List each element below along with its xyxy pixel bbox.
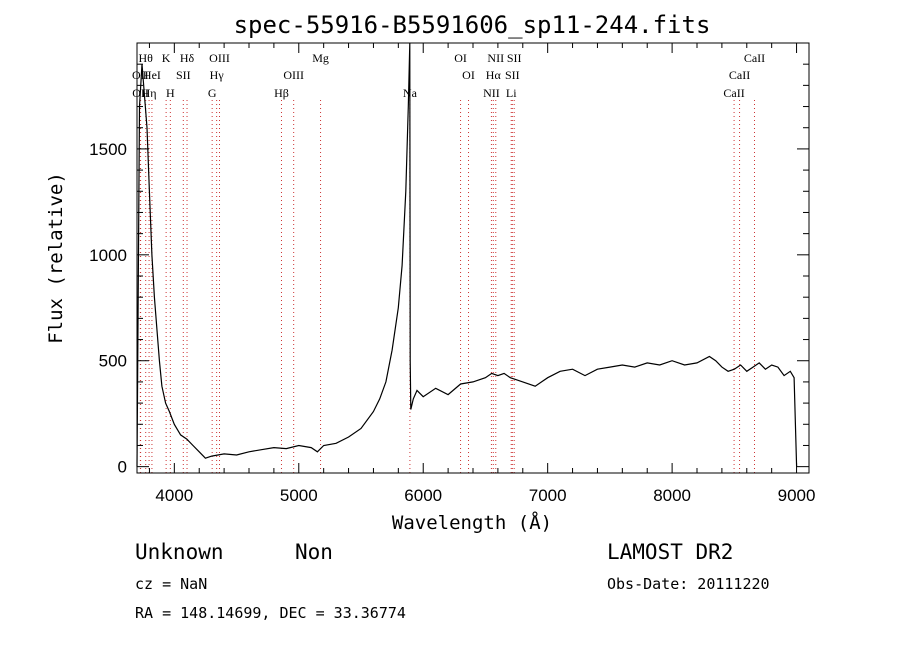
line-label-12: Hβ	[274, 86, 289, 100]
line-label-26: CaII	[744, 51, 765, 65]
line-label-20: NII	[487, 51, 504, 65]
line-label-10: Hγ	[210, 68, 225, 82]
plot-frame	[136, 42, 810, 474]
line-label-19: Hα	[486, 68, 502, 82]
line-label-8: Hδ	[180, 51, 195, 65]
observation-date: Obs-Date: 20111220	[607, 575, 770, 593]
line-label-25: CaII	[729, 68, 750, 82]
spectrum-line	[136, 42, 798, 467]
x-tick-label: 7000	[529, 486, 567, 505]
y-tick-label: 500	[99, 352, 127, 371]
axis-ticks	[137, 43, 809, 473]
line-label-18: NII	[483, 86, 500, 100]
subclass: Non	[295, 540, 333, 564]
x-tick-label: 9000	[778, 486, 816, 505]
line-labels: OIIOIIHθHηHeIKHSIIHδGHγOIIIHβOIIIMgNaOIO…	[132, 51, 765, 100]
line-label-17: OI	[462, 68, 475, 82]
coordinates: RA = 148.14699, DEC = 33.36774	[135, 604, 406, 622]
line-label-11: OIII	[209, 51, 230, 65]
line-label-23: SII	[507, 51, 522, 65]
line-label-5: K	[162, 51, 171, 65]
line-label-9: G	[208, 86, 217, 100]
line-label-16: OI	[454, 51, 467, 65]
line-label-6: H	[166, 86, 175, 100]
x-tick-label: 4000	[155, 486, 193, 505]
x-tick-labels: 4000 5000 6000 7000 8000 9000	[155, 486, 815, 505]
line-label-0: OII	[132, 68, 149, 82]
x-tick-label: 5000	[280, 486, 318, 505]
y-tick-label: 1000	[89, 246, 127, 265]
line-label-7: SII	[176, 68, 191, 82]
line-label-21: Li	[506, 86, 517, 100]
line-label-24: CaII	[723, 86, 744, 100]
survey-name: LAMOST DR2	[607, 540, 733, 564]
line-markers	[139, 100, 755, 473]
x-tick-label: 8000	[653, 486, 691, 505]
line-label-14: Mg	[312, 51, 329, 65]
y-tick-label: 1500	[89, 140, 127, 159]
redshift-cz: cz = NaN	[135, 575, 207, 593]
chart-title: spec-55916-B5591606_sp11-244.fits	[234, 11, 711, 39]
line-label-22: SII	[505, 68, 520, 82]
y-tick-label: 0	[118, 458, 127, 477]
object-class: Unknown	[135, 540, 224, 564]
x-tick-label: 6000	[404, 486, 442, 505]
x-axis-label: Wavelength (Å)	[392, 511, 552, 534]
line-label-13: OIII	[283, 68, 304, 82]
y-tick-labels: 0 500 1000 1500	[89, 140, 127, 477]
line-label-3: Hη	[142, 86, 157, 100]
line-label-2: Hθ	[139, 51, 154, 65]
y-axis-label: Flux (relative)	[45, 172, 67, 344]
line-label-4: HeI	[143, 68, 161, 82]
